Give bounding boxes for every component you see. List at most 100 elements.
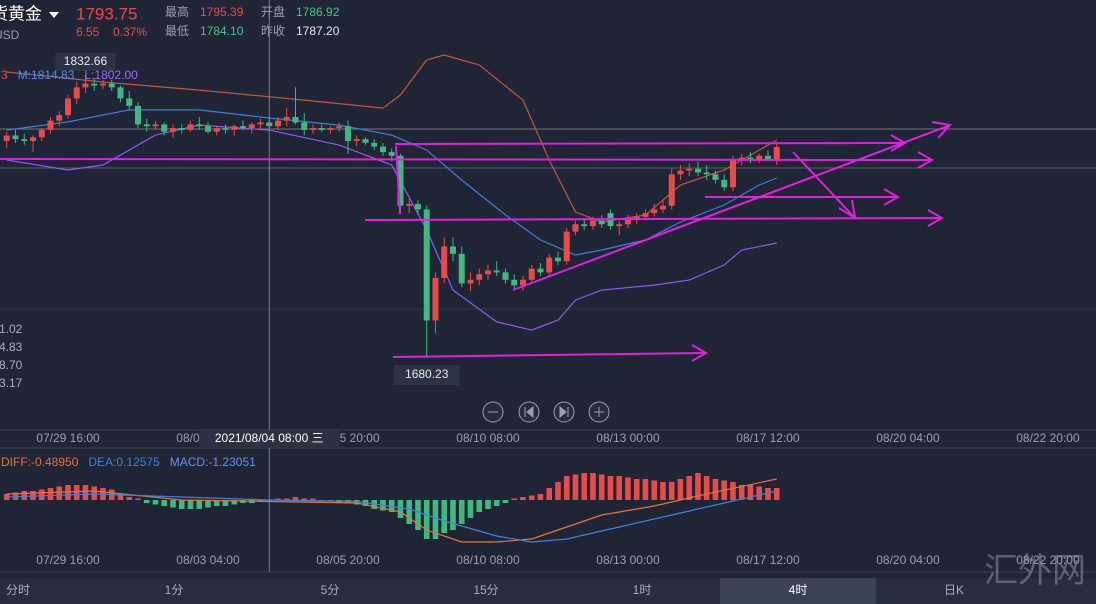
- tab[interactable]: 日K: [944, 583, 964, 597]
- macd-bar: [126, 497, 133, 500]
- candle-body: [187, 124, 194, 130]
- tab[interactable]: 5分: [321, 583, 340, 597]
- macd-bar: [642, 479, 649, 500]
- candle-body: [231, 126, 238, 130]
- macd-bar: [668, 482, 675, 500]
- tab[interactable]: 15分: [473, 583, 498, 597]
- stat-label: 昨收: [261, 24, 285, 38]
- arrowhead: [917, 151, 935, 169]
- zoom-out-button[interactable]: [482, 401, 504, 423]
- high-label-box: [55, 53, 116, 72]
- x-tick-label: 08/22 20:00: [1016, 553, 1080, 567]
- legend-entry: 3: [1, 68, 8, 82]
- candle-body: [712, 174, 719, 180]
- macd-bar: [616, 476, 623, 500]
- macd-bar: [283, 498, 290, 500]
- side-label: 8.70: [0, 358, 23, 372]
- macd-bar: [91, 486, 98, 500]
- macd-bar: [117, 494, 124, 500]
- macd-bar: [511, 498, 518, 500]
- next-button[interactable]: [553, 401, 575, 423]
- tab[interactable]: 4时: [789, 583, 808, 597]
- prev-button[interactable]: [518, 401, 540, 423]
- candle-body: [309, 128, 316, 130]
- macd-bar: [47, 488, 54, 500]
- candle-body: [484, 270, 491, 275]
- macd-bar: [686, 476, 693, 500]
- zoom-in-button[interactable]: [588, 401, 610, 423]
- candle-body: [196, 124, 203, 127]
- macd-bar: [275, 498, 281, 500]
- macd-bar: [135, 498, 141, 500]
- macd-bar: [747, 485, 754, 500]
- candle-body: [379, 146, 386, 153]
- drawn-line: [512, 125, 949, 291]
- macd-bar: [633, 479, 640, 500]
- drawn-line: [364, 217, 941, 221]
- crosshair-label-box: [199, 430, 340, 448]
- macd-bar: [441, 500, 448, 533]
- x-tick-label: 08/13 00:00: [596, 553, 660, 567]
- candle-body: [371, 142, 378, 147]
- candle-body: [721, 179, 728, 188]
- macd-bar: [695, 473, 701, 500]
- drawn-line: [394, 142, 904, 145]
- low-label-box: [393, 365, 460, 386]
- macd-bar: [677, 479, 684, 500]
- candle-body: [126, 98, 133, 106]
- macd-bar: [572, 474, 579, 500]
- tab[interactable]: 1时: [633, 583, 652, 597]
- candle-body: [47, 120, 54, 130]
- legend-entry: DIFF:-0.48950: [1, 455, 79, 469]
- candle-body: [598, 220, 605, 225]
- candle-body: [239, 126, 246, 129]
- candle-body: [581, 224, 588, 227]
- candle-body: [764, 155, 771, 160]
- candle-body: [3, 135, 10, 141]
- macd-bar: [310, 498, 316, 500]
- instrument-name[interactable]: 货黄金: [0, 4, 42, 23]
- stat-value: 1786.92: [296, 5, 340, 19]
- macd-bar: [187, 500, 194, 509]
- tab[interactable]: 1分: [165, 583, 184, 597]
- candle-body: [388, 152, 395, 156]
- macd-bar: [773, 488, 780, 500]
- candle-body: [458, 253, 465, 284]
- arrowhead: [927, 209, 945, 227]
- candle-body: [511, 279, 518, 286]
- drawn-line: [392, 352, 705, 358]
- macd-bar: [38, 489, 45, 500]
- macd-bar: [625, 477, 631, 500]
- candle-body: [257, 122, 264, 125]
- arrowhead: [838, 199, 857, 221]
- macd-bar: [660, 482, 666, 500]
- currency: USD: [0, 28, 20, 42]
- macd-bar: [738, 485, 745, 500]
- candle-body: [633, 216, 640, 219]
- legend-entry: DEA:0.12575: [88, 455, 160, 469]
- change: 6.55: [76, 25, 100, 39]
- candle-body: [624, 218, 631, 225]
- macd-bar: [152, 500, 159, 505]
- macd-bar: [563, 476, 570, 500]
- candle-body: [117, 87, 124, 99]
- candle-body: [668, 174, 675, 206]
- macd-bar: [493, 500, 500, 506]
- legend-entry: L:1802.00: [84, 68, 138, 82]
- tab[interactable]: 分时: [6, 583, 30, 597]
- macd-bar: [56, 486, 63, 500]
- macd-bar: [266, 500, 273, 502]
- side-label: 1.02: [0, 322, 23, 336]
- x-tick-label: 08/03 04:00: [176, 553, 240, 567]
- candle-body: [274, 120, 281, 127]
- candle-body: [344, 126, 351, 141]
- macd-bar: [467, 500, 474, 518]
- candle-body: [738, 157, 745, 160]
- dropdown-arrow[interactable]: [49, 12, 59, 18]
- macd-bar: [555, 482, 561, 500]
- x-tick-label: 08/13 00:00: [596, 431, 660, 445]
- tab-bar: 分时 1分 5分 15分 1时 4时 日K: [0, 578, 1096, 604]
- stat-label: 开盘: [261, 4, 285, 19]
- side-label: 4.83: [0, 340, 23, 354]
